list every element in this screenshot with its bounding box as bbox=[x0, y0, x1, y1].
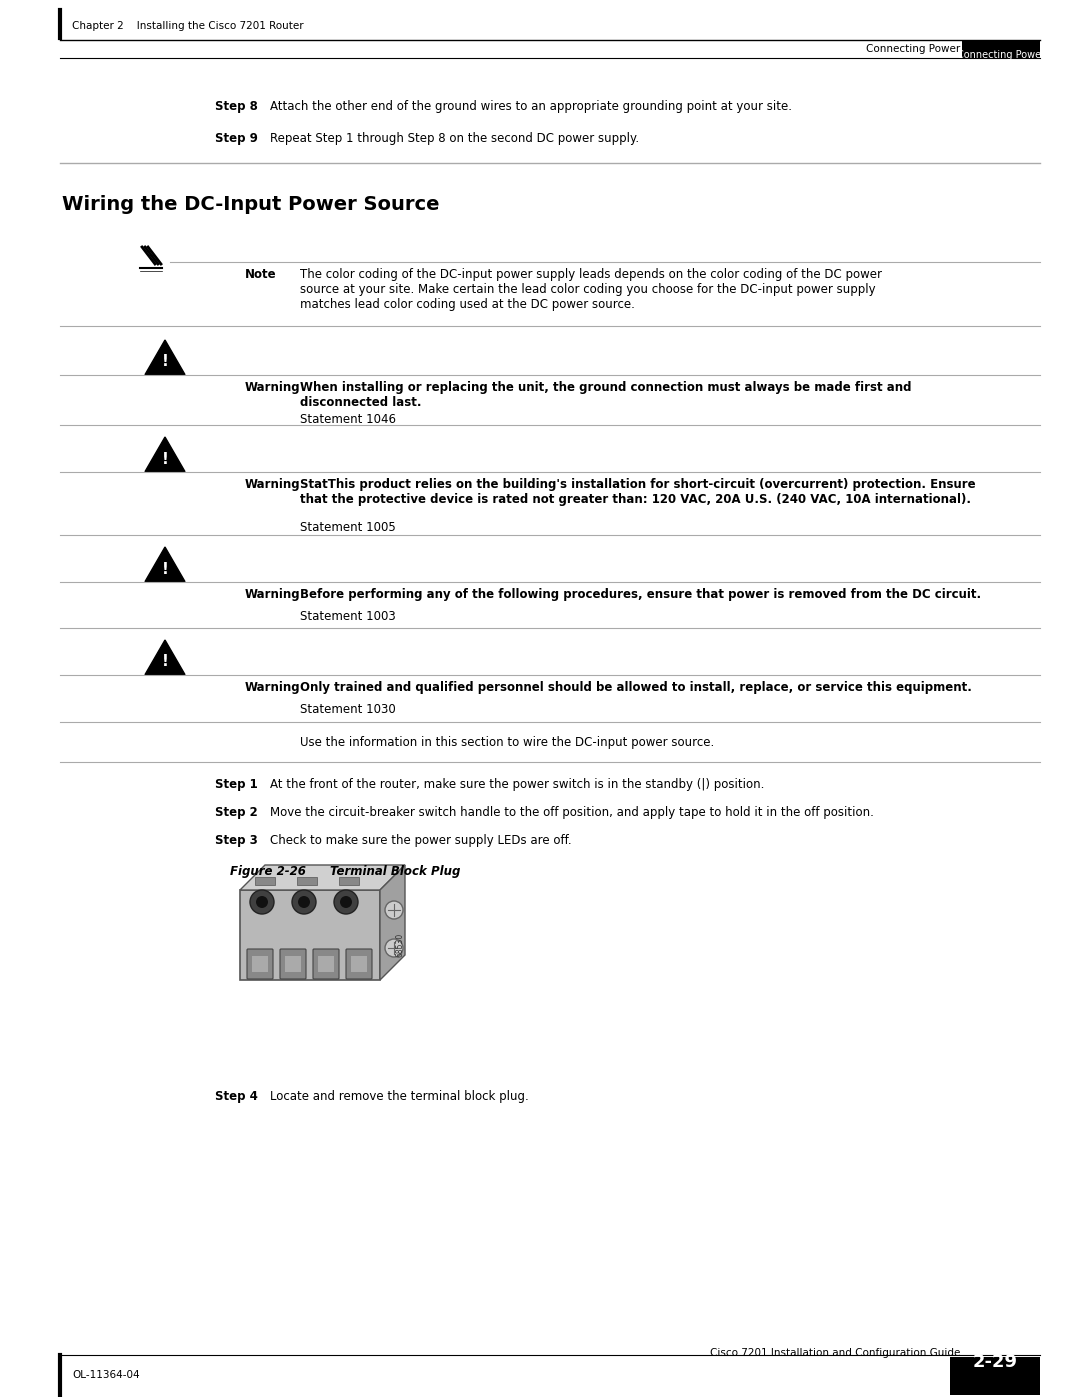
FancyBboxPatch shape bbox=[247, 949, 273, 979]
Text: Attach the other end of the ground wires to an appropriate grounding point at yo: Attach the other end of the ground wires… bbox=[270, 101, 792, 113]
Text: The color coding of the DC-input power supply leads depends on the color coding : The color coding of the DC-input power s… bbox=[300, 268, 882, 312]
Text: Wiring the DC-Input Power Source: Wiring the DC-Input Power Source bbox=[62, 196, 440, 214]
Circle shape bbox=[249, 890, 274, 914]
Text: Warning: Warning bbox=[245, 588, 300, 601]
Text: !: ! bbox=[162, 451, 168, 467]
Bar bbox=[240, 890, 380, 981]
Circle shape bbox=[340, 895, 352, 908]
Text: Step 9: Step 9 bbox=[215, 131, 258, 145]
Text: Step 3: Step 3 bbox=[215, 834, 258, 847]
Circle shape bbox=[384, 939, 403, 957]
Text: Statement 1046: Statement 1046 bbox=[300, 414, 396, 426]
Text: Warning: Warning bbox=[245, 478, 300, 490]
Text: Repeat Step 1 through Step 8 on the second DC power supply.: Repeat Step 1 through Step 8 on the seco… bbox=[270, 131, 639, 145]
Text: Terminal Block Plug: Terminal Block Plug bbox=[330, 865, 460, 877]
Circle shape bbox=[384, 901, 403, 919]
FancyBboxPatch shape bbox=[313, 949, 339, 979]
Circle shape bbox=[298, 895, 310, 908]
Text: Cisco 7201 Installation and Configuration Guide: Cisco 7201 Installation and Configuratio… bbox=[710, 1348, 960, 1358]
Text: At the front of the router, make sure the power switch is in the standby (|) pos: At the front of the router, make sure th… bbox=[270, 778, 765, 791]
Polygon shape bbox=[240, 865, 405, 890]
Text: Use the information in this section to wire the DC-input power source.: Use the information in this section to w… bbox=[300, 736, 714, 749]
Polygon shape bbox=[380, 865, 405, 981]
Bar bbox=[339, 877, 359, 886]
Text: Locate and remove the terminal block plug.: Locate and remove the terminal block plu… bbox=[270, 1090, 529, 1104]
Text: Statement 1030: Statement 1030 bbox=[300, 703, 395, 717]
Text: 68530: 68530 bbox=[395, 933, 405, 957]
Bar bbox=[318, 956, 334, 972]
Bar bbox=[285, 956, 301, 972]
Text: Step 1: Step 1 bbox=[215, 778, 258, 791]
Text: Statement 1005: Statement 1005 bbox=[300, 521, 395, 534]
Polygon shape bbox=[145, 437, 185, 472]
Text: !: ! bbox=[162, 655, 168, 669]
Text: Warning: Warning bbox=[245, 680, 300, 694]
Text: !: ! bbox=[162, 562, 168, 577]
Text: Step 2: Step 2 bbox=[215, 806, 258, 819]
Text: Move the circuit-breaker switch handle to the off position, and apply tape to ho: Move the circuit-breaker switch handle t… bbox=[270, 806, 874, 819]
Bar bbox=[255, 877, 275, 886]
Text: OL-11364-04: OL-11364-04 bbox=[72, 1370, 139, 1380]
Text: !: ! bbox=[162, 355, 168, 369]
Circle shape bbox=[292, 890, 316, 914]
Text: Before performing any of the following procedures, ensure that power is removed : Before performing any of the following p… bbox=[300, 588, 981, 601]
Text: 2-29: 2-29 bbox=[972, 1354, 1017, 1370]
Bar bbox=[297, 877, 318, 886]
FancyBboxPatch shape bbox=[280, 949, 306, 979]
Circle shape bbox=[334, 890, 357, 914]
Polygon shape bbox=[145, 640, 185, 675]
Bar bbox=[962, 41, 1040, 59]
Text: Statement 1003: Statement 1003 bbox=[300, 610, 395, 623]
Text: Note: Note bbox=[245, 268, 276, 281]
Bar bbox=[252, 956, 268, 972]
Circle shape bbox=[256, 895, 268, 908]
Text: Chapter 2    Installing the Cisco 7201 Router: Chapter 2 Installing the Cisco 7201 Rout… bbox=[72, 21, 303, 31]
Polygon shape bbox=[145, 339, 185, 374]
Bar bbox=[950, 1356, 1040, 1396]
Polygon shape bbox=[145, 548, 185, 581]
Text: Step 4: Step 4 bbox=[215, 1090, 258, 1104]
Text: Warning: Warning bbox=[245, 381, 300, 394]
Text: Figure 2-26: Figure 2-26 bbox=[230, 865, 306, 877]
Text: Only trained and qualified personnel should be allowed to install, replace, or s: Only trained and qualified personnel sho… bbox=[300, 680, 972, 694]
Text: Check to make sure the power supply LEDs are off.: Check to make sure the power supply LEDs… bbox=[270, 834, 571, 847]
Text: Connecting Power: Connecting Power bbox=[957, 50, 1045, 60]
Text: Connecting Power: Connecting Power bbox=[866, 43, 960, 54]
Text: StatThis product relies on the building's installation for short-circuit (overcu: StatThis product relies on the building'… bbox=[300, 478, 975, 506]
Bar bbox=[351, 956, 367, 972]
Text: When installing or replacing the unit, the ground connection must always be made: When installing or replacing the unit, t… bbox=[300, 381, 912, 409]
Text: Step 8: Step 8 bbox=[215, 101, 258, 113]
FancyBboxPatch shape bbox=[346, 949, 372, 979]
